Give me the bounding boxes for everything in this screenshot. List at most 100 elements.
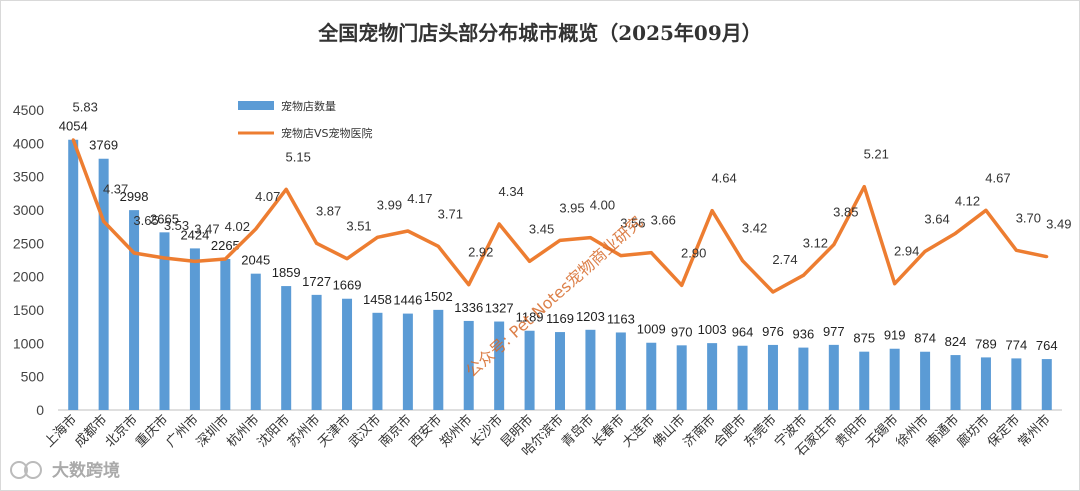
bar — [98, 158, 109, 410]
line-value-label: 5.15 — [286, 149, 311, 164]
line-point — [497, 222, 501, 226]
bar — [159, 232, 170, 410]
line-point — [71, 138, 75, 142]
line-value-label: 2.92 — [468, 245, 493, 260]
bar — [1011, 358, 1022, 410]
bar — [828, 344, 839, 410]
bar-value-label: 1003 — [698, 322, 727, 337]
bar-value-label: 2265 — [211, 238, 240, 253]
line-point — [832, 243, 836, 247]
line-point — [923, 249, 927, 253]
bar-value-label: 2424 — [180, 227, 209, 242]
legend: 宠物店数量 宠物店VS宠物医院 — [238, 99, 373, 140]
y-tick-label: 4500 — [13, 102, 44, 118]
line-value-label: 4.12 — [955, 193, 980, 208]
bar-value-label: 1189 — [516, 310, 544, 325]
y-tick-label: 1500 — [13, 302, 44, 318]
bar — [859, 351, 870, 410]
line-point — [254, 227, 258, 231]
line-point — [984, 208, 988, 212]
bar — [250, 273, 261, 410]
bar-value-label: 764 — [1036, 338, 1058, 353]
y-tick-label: 500 — [21, 369, 45, 385]
line-point — [649, 251, 653, 255]
bar — [889, 348, 900, 410]
line-point — [741, 259, 745, 263]
bar — [707, 343, 718, 410]
line-point — [436, 244, 440, 248]
bar — [555, 332, 565, 410]
bar-value-label: 3769 — [89, 138, 118, 153]
brand-icon — [10, 461, 28, 479]
line-point — [893, 282, 897, 286]
bar — [189, 248, 200, 410]
line-point — [771, 290, 775, 294]
bar-value-label: 1336 — [454, 300, 483, 315]
line-point — [558, 238, 562, 242]
bar — [342, 298, 353, 410]
line-value-label: 3.66 — [651, 213, 676, 228]
legend-bar-label: 宠物店数量 — [281, 99, 336, 113]
line-value-label: 3.70 — [1016, 210, 1041, 225]
bar — [281, 286, 292, 410]
bar-value-label: 919 — [884, 328, 906, 343]
bar-value-label: 774 — [1006, 337, 1028, 352]
line-value-label: 4.64 — [711, 171, 736, 186]
line-point — [680, 283, 684, 287]
bar-value-label: 1163 — [607, 311, 635, 326]
line-value-label: 4.07 — [255, 189, 280, 204]
line-point — [528, 259, 532, 263]
bar-value-label: 1203 — [576, 309, 605, 324]
line-value-label: 4.17 — [407, 191, 432, 206]
brand-icon-2 — [24, 461, 42, 479]
bar — [311, 294, 322, 410]
line-value-label: 3.64 — [924, 211, 949, 226]
line-value-label: 4.34 — [498, 184, 523, 199]
bar — [524, 330, 535, 410]
line-point — [710, 209, 714, 213]
bar — [798, 347, 809, 410]
bar-series — [68, 139, 1052, 410]
y-tick-label: 1000 — [13, 335, 44, 351]
bar — [737, 345, 748, 410]
line-value-label: 4.37 — [103, 181, 128, 196]
line-value-label: 4.02 — [225, 219, 250, 234]
line-value-label: 3.87 — [316, 203, 341, 218]
bar — [1041, 359, 1052, 410]
bar-value-label: 1458 — [363, 292, 392, 307]
brand-text: 大数跨境 — [52, 460, 120, 481]
line-point — [345, 257, 349, 261]
line-point — [375, 235, 379, 239]
line-value-label: 3.53 — [164, 218, 189, 233]
bar-value-label: 2045 — [241, 253, 270, 268]
bar-value-label: 964 — [732, 325, 754, 340]
line-value-label: 3.65 — [133, 213, 158, 228]
line-point — [619, 254, 623, 258]
bar — [463, 320, 474, 410]
line-point — [1045, 255, 1049, 259]
line-value-label: 5.83 — [73, 100, 98, 115]
line-series — [71, 138, 1049, 294]
bar-value-label: 4054 — [59, 119, 88, 134]
line-value-label: 2.90 — [681, 245, 706, 260]
bar-value-label: 874 — [914, 331, 936, 346]
chart-title: 全国宠物门店头部分布城市概览（2025年09月） — [317, 21, 762, 45]
bar — [494, 321, 505, 410]
line-value-label: 5.21 — [864, 147, 889, 162]
legend-bar-swatch — [238, 101, 274, 110]
bar — [676, 345, 687, 410]
y-tick-label: 0 — [36, 402, 44, 418]
bar-value-label: 1859 — [272, 265, 301, 280]
line-point — [1014, 248, 1018, 252]
bar-value-label: 2998 — [120, 189, 149, 204]
bar-value-label: 1169 — [546, 311, 574, 326]
bar-value-label: 1446 — [393, 293, 422, 308]
bar-value-label: 789 — [975, 336, 997, 351]
bar — [129, 210, 140, 410]
y-tick-label: 3000 — [13, 202, 44, 218]
bar — [767, 344, 778, 410]
bar — [920, 351, 931, 410]
line-value-label: 3.56 — [620, 216, 645, 231]
bar-value-label: 2665 — [150, 211, 179, 226]
